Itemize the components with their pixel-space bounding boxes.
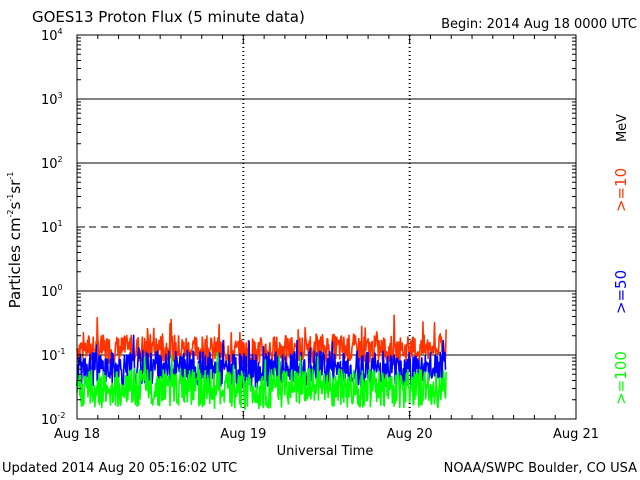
y-tick-label: 104	[41, 27, 63, 44]
x-tick-label: Aug 21	[553, 427, 599, 442]
legend-ge100: >=100	[612, 351, 630, 405]
unit-label-mev: MeV	[615, 114, 630, 142]
legend-ge10: >=10	[612, 168, 630, 212]
y-tick-label: 10-1	[41, 347, 66, 364]
credit-label: NOAA/SWPC Boulder, CO USA	[444, 461, 637, 476]
updated-label: Updated 2014 Aug 20 05:16:02 UTC	[2, 461, 237, 476]
y-tick-label: 102	[41, 155, 63, 172]
x-tick-label: Aug 19	[220, 427, 266, 442]
plot-area: 10-2 10-1 100 101 102 103 104 Aug 18 Aug 19 Aug 2…	[41, 27, 599, 442]
series-line-ge100	[76, 352, 447, 411]
y-tick-label: 101	[41, 219, 63, 236]
y-axis-title: Particles cm-2s-1sr-1	[6, 172, 24, 309]
y-tick-label: 100	[41, 283, 63, 300]
x-axis-title: Universal Time	[277, 444, 374, 459]
y-tick-label: 103	[41, 91, 63, 108]
x-tick-label: Aug 20	[387, 427, 433, 442]
legend-ge50: >=50	[612, 270, 630, 314]
x-tick-label: Aug 18	[54, 427, 100, 442]
svg-text:Particles cm-2s-1sr-1: Particles cm-2s-1sr-1	[6, 172, 24, 309]
y-tick-label: 10-2	[41, 411, 66, 428]
begin-label: Begin: 2014 Aug 18 0000 UTC	[441, 17, 637, 32]
chart-title: GOES13 Proton Flux (5 minute data)	[32, 8, 305, 26]
